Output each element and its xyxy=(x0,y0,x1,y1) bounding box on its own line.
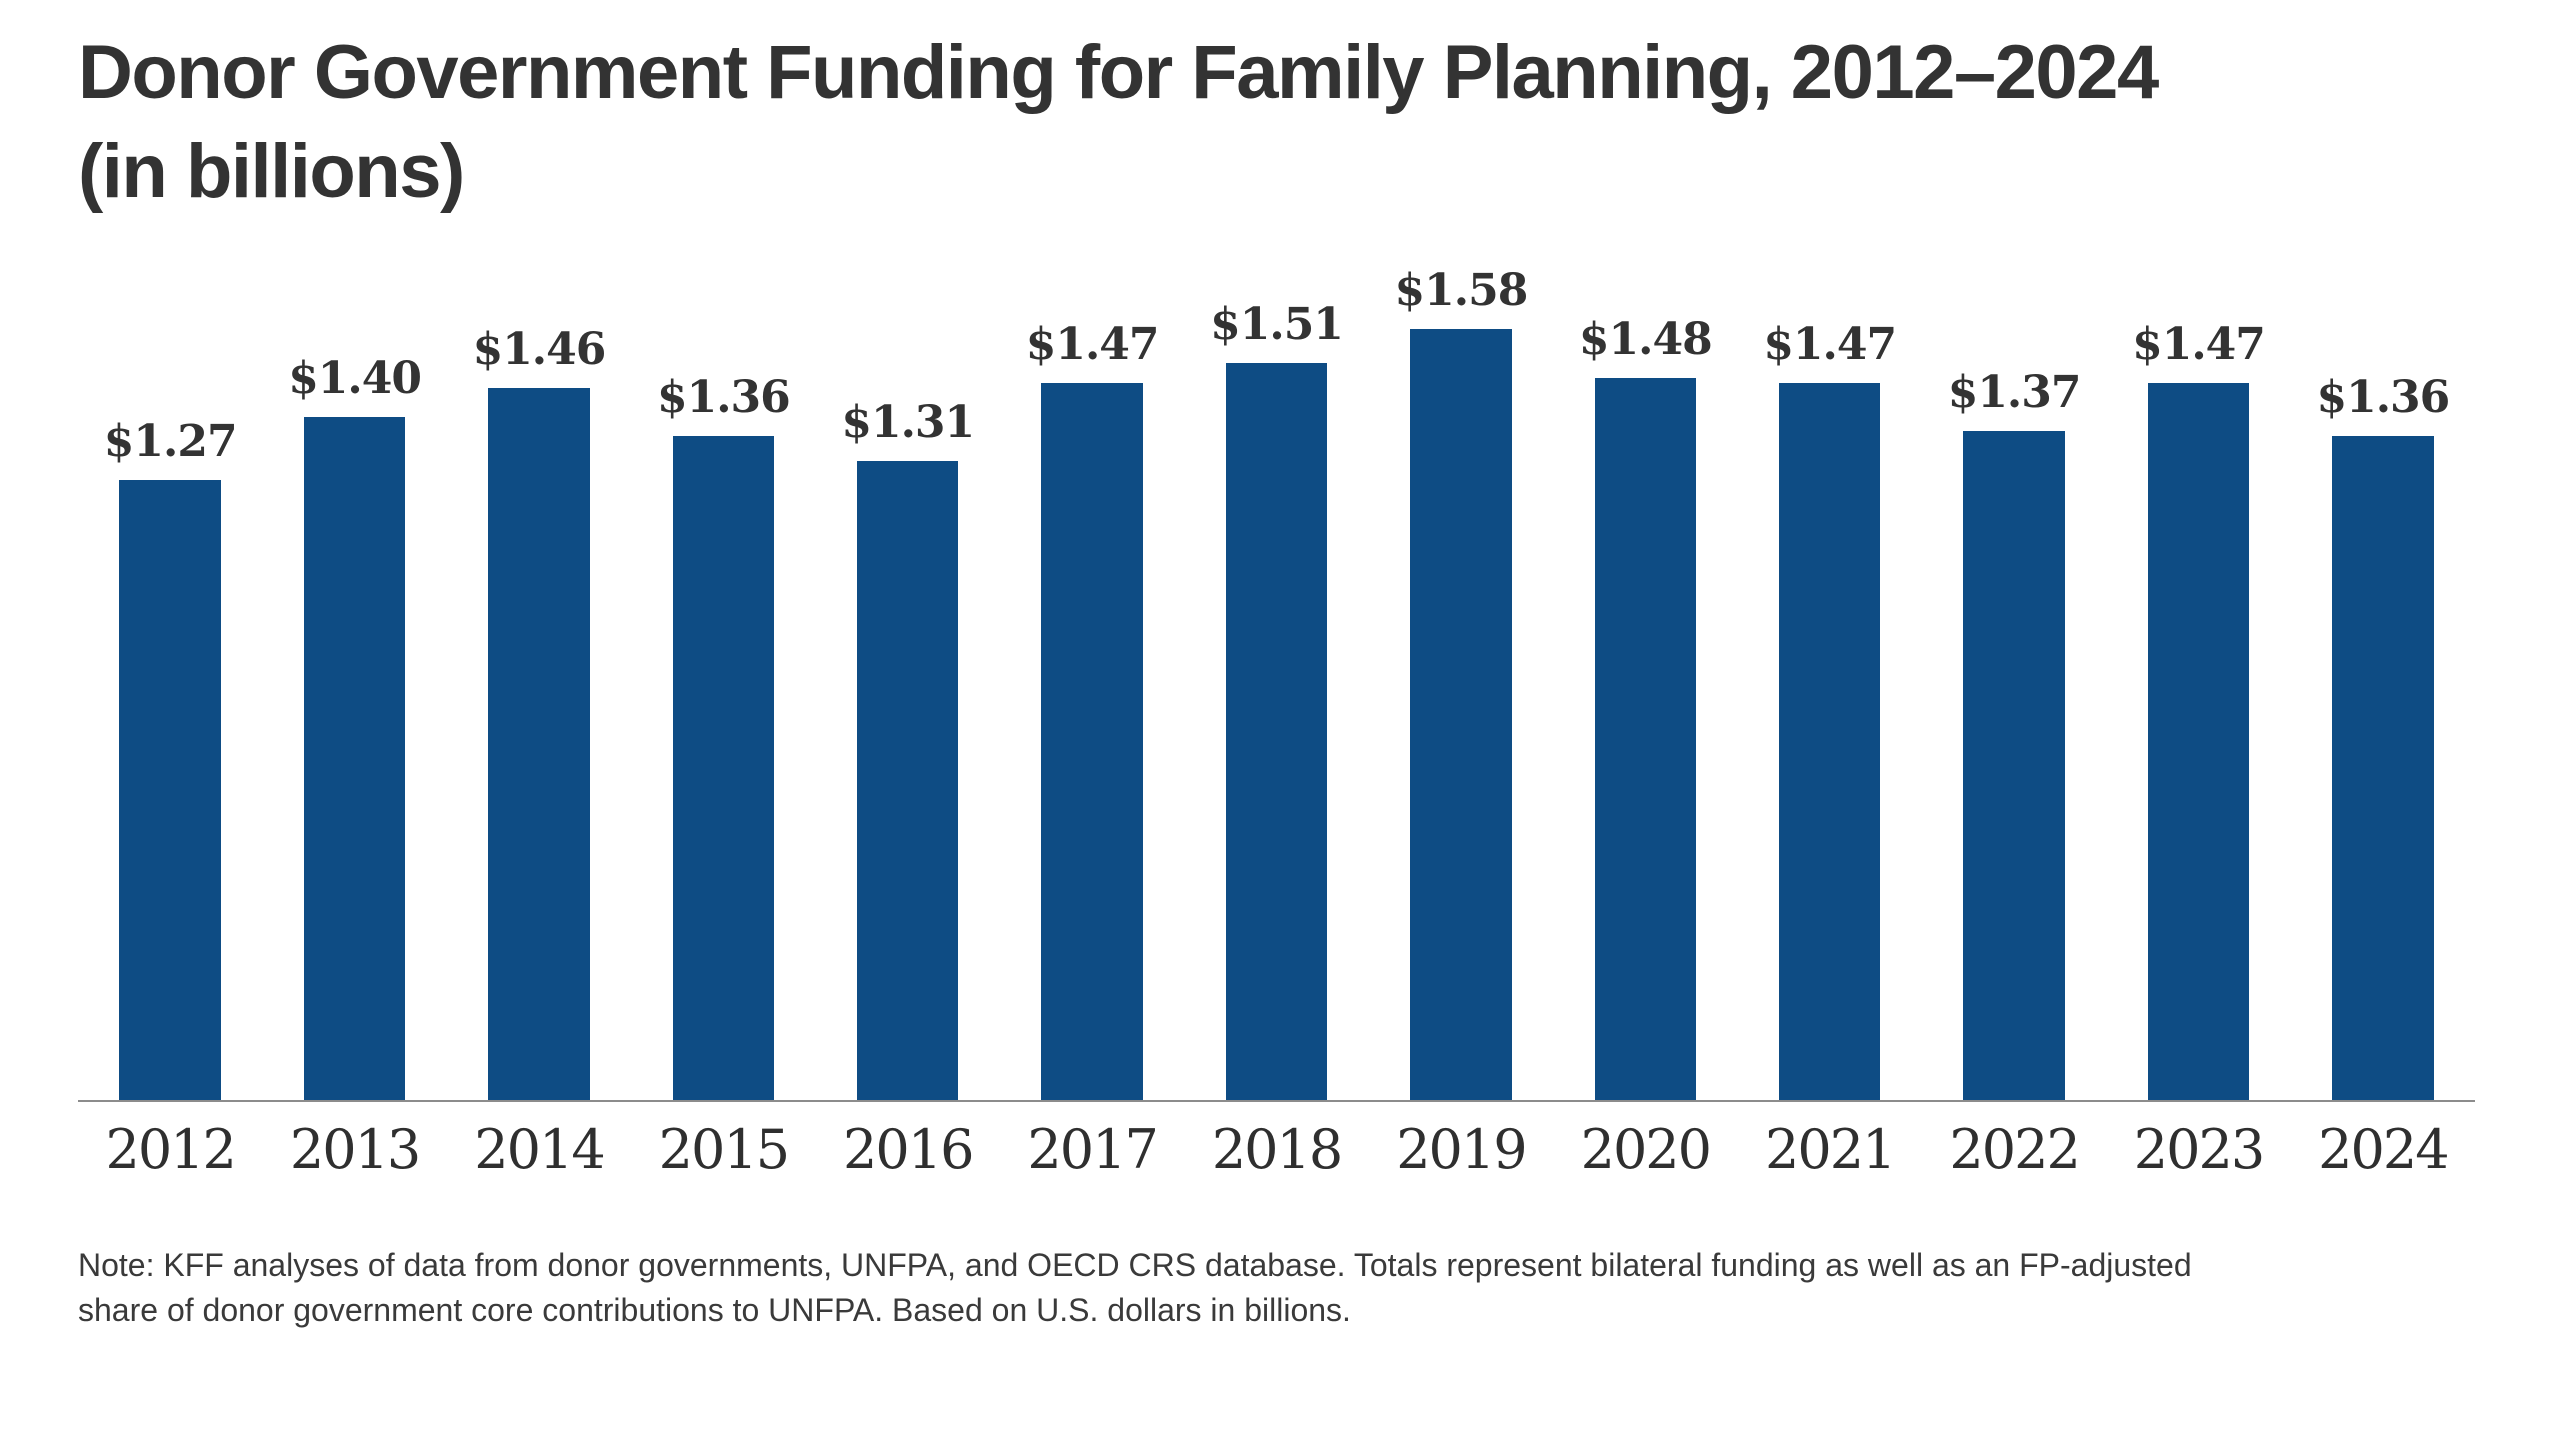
bar xyxy=(672,435,775,1100)
x-axis-label: 2013 xyxy=(289,1117,421,1181)
bar xyxy=(1594,377,1697,1100)
bar-value-label: $1.37 xyxy=(1947,366,2082,418)
chart-note: Note: KFF analyses of data from donor go… xyxy=(78,1243,2475,1334)
x-axis-label: 2015 xyxy=(658,1117,790,1181)
x-axis-label: 2024 xyxy=(2318,1117,2449,1181)
bar-chart: $1.27 $1.40 $1.46 $1.36 $1.31 $1.47 $1.51 $1.58… xyxy=(78,240,2475,1181)
x-axis-label: 2021 xyxy=(1764,1117,1896,1181)
bar xyxy=(1963,430,2065,1100)
bar-group: $1.36 xyxy=(2291,372,2475,1100)
x-axis-label: 2017 xyxy=(1027,1117,1158,1181)
bar-value-label: $1.31 xyxy=(841,396,975,448)
bar xyxy=(1041,382,1143,1100)
bar-value-label: $1.47 xyxy=(1763,318,1897,370)
page-title-line-2: (in billions) xyxy=(78,128,465,214)
x-axis-label: 2023 xyxy=(2133,1117,2265,1181)
x-axis-label: 2019 xyxy=(1396,1117,1527,1181)
x-axis-labels: 2012 2013 2014 2015 2016 2017 2018 2019 2020 2021… xyxy=(78,1118,2475,1181)
page-title: Donor Government Funding for Family Plan… xyxy=(78,24,2475,222)
bar xyxy=(119,479,221,1100)
chart-note-line-1: Note: KFF analyses of data from donor go… xyxy=(78,1246,2192,1283)
bar-value-label: $1.46 xyxy=(472,323,607,375)
bar-group: $1.31 xyxy=(816,397,1000,1100)
x-axis-label: 2014 xyxy=(474,1117,605,1181)
bar-group: $1.37 xyxy=(1922,367,2106,1100)
bar-value-label: $1.27 xyxy=(103,415,238,467)
bar-chart-bars: $1.27 $1.40 $1.46 $1.36 $1.31 $1.47 $1.51 $1.58… xyxy=(78,240,2475,1100)
bar-group: $1.58 xyxy=(1369,265,1553,1100)
bar-value-label: $1.58 xyxy=(1394,264,1529,316)
bar xyxy=(1225,362,1328,1100)
bar-group: $1.40 xyxy=(262,353,446,1100)
page-title-line-1: Donor Government Funding for Family Plan… xyxy=(78,30,2159,115)
bar-value-label: $1.51 xyxy=(1210,298,1344,350)
bar-group: $1.27 xyxy=(78,416,262,1100)
bar-value-label: $1.40 xyxy=(288,352,422,404)
bar xyxy=(2332,435,2434,1100)
bar-group: $1.47 xyxy=(2106,319,2290,1100)
bar xyxy=(303,416,406,1100)
bar-value-label: $1.48 xyxy=(1578,313,1713,365)
bar-value-label: $1.36 xyxy=(656,371,791,423)
bar-value-label: $1.47 xyxy=(2132,318,2266,370)
page: Donor Government Funding for Family Plan… xyxy=(78,24,2475,1334)
bar-group: $1.48 xyxy=(1553,314,1737,1100)
bar-group: $1.47 xyxy=(1000,319,1184,1100)
bar xyxy=(2147,382,2250,1100)
x-axis-label: 2020 xyxy=(1580,1117,1712,1181)
x-axis-line xyxy=(78,1099,2475,1102)
bar xyxy=(1410,328,1512,1100)
bar-group: $1.36 xyxy=(631,372,815,1100)
chart-note-line-2: share of donor government core contribut… xyxy=(78,1292,1351,1329)
bar-value-label: $1.36 xyxy=(2316,371,2450,423)
x-axis-label: 2012 xyxy=(105,1117,236,1181)
bar-group: $1.51 xyxy=(1184,299,1368,1100)
x-axis-label: 2018 xyxy=(1211,1117,1343,1181)
x-axis-label: 2016 xyxy=(843,1117,974,1181)
x-axis-label: 2022 xyxy=(1949,1117,2080,1181)
bar-value-label: $1.47 xyxy=(1025,318,1160,370)
bar xyxy=(1779,382,1881,1100)
bar-group: $1.46 xyxy=(447,324,631,1100)
bar xyxy=(857,460,959,1100)
bar-group: $1.47 xyxy=(1738,319,1922,1100)
bar xyxy=(488,387,590,1100)
